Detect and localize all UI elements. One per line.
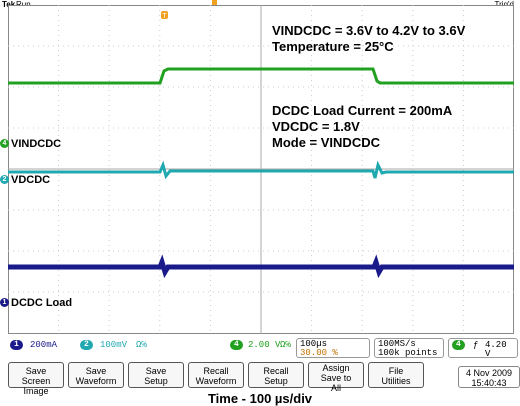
assign-save-button[interactable]: Assign Save to All [308, 362, 364, 393]
ch4-trace [8, 67, 514, 85]
ch4-coupling: Ω℅ [280, 340, 291, 350]
ch2-coupling: Ω℅ [136, 340, 147, 350]
datetime-display: 4 Nov 2009 15:40:43 [458, 366, 520, 388]
ch1-trace [8, 254, 514, 279]
ch2-scale: 100mV [100, 340, 128, 350]
button-line: Setup [264, 376, 288, 386]
time: 15:40:43 [471, 378, 507, 388]
timebase-box[interactable]: 100µs 30.00 % [296, 338, 370, 358]
save-setup-button[interactable]: Save Setup [128, 362, 184, 388]
ch1-scale: 200mA [30, 340, 58, 350]
ch1-badge[interactable]: 1 [10, 340, 23, 350]
file-utilities-button[interactable]: File Utilities [368, 362, 424, 388]
ch4-scale: 2.00 V [248, 340, 281, 350]
svg-text:T: T [162, 13, 167, 20]
trigger-level: 4.20 V [485, 340, 507, 359]
sample-rate: 100MS/s [378, 339, 416, 349]
timebase: 100µs [300, 339, 328, 349]
waveform-display: T VINDCDC = 3.6V to 4.2V to 3.6V Tempera… [8, 5, 514, 334]
ch2-badge[interactable]: 2 [80, 340, 93, 350]
trigger-offset: 30.00 % [300, 348, 338, 358]
save-screen-image-button[interactable]: Save Screen Image [8, 362, 64, 396]
save-waveform-button[interactable]: Save Waveform [68, 362, 124, 388]
button-line: File [388, 366, 404, 376]
annotation-load-current: DCDC Load Current = 200mA [272, 103, 453, 118]
trigger-slope-icon: ƒ [473, 340, 479, 350]
button-line: Setup [144, 376, 168, 386]
ch4-badge[interactable]: 4 [230, 340, 243, 350]
run-state: Run [16, 0, 31, 9]
ch2-ground-marker[interactable]: 2 [0, 175, 9, 184]
button-line: Save [25, 366, 47, 376]
ch2-trace [8, 160, 514, 180]
brand-logo: Tek [2, 0, 16, 9]
status-bar: 1 200mA 2 100mV Ω℅ 4 2.00 V Ω℅ 100µs 30.… [8, 338, 520, 360]
button-line: Assign [322, 363, 350, 373]
ch4-label: VINDCDC [11, 138, 62, 150]
record-length: 100k points [378, 348, 438, 358]
acquisition-box[interactable]: 100MS/s 100k points [374, 338, 444, 358]
ch2-label: VDCDC [11, 174, 51, 186]
button-line: Save to [320, 373, 352, 383]
button-line: All [330, 383, 341, 393]
ch1-ground-marker[interactable]: 1 [0, 298, 9, 307]
button-line: Recall [263, 366, 289, 376]
button-line: Save [145, 366, 167, 376]
button-line: Waveform [75, 376, 117, 386]
annotation-mode: Mode = VINDCDC [272, 135, 380, 150]
scope-header: Tek Run Trig'd [0, 0, 520, 9]
graticule: T [8, 5, 514, 334]
trigger-status: Trig'd [494, 0, 514, 9]
button-line: Save [85, 366, 107, 376]
trigger-source: 4 [452, 340, 465, 350]
annotation-vdcdc: VDCDC = 1.8V [272, 119, 360, 134]
figure-caption: Time - 100 µs/div [207, 391, 313, 406]
trigger-marker: T [161, 11, 168, 20]
ch4-ground-marker[interactable]: 4 [0, 139, 9, 148]
annotation-temperature: Temperature = 25°C [272, 39, 394, 54]
ch1-label: DCDC Load [11, 297, 73, 309]
button-line: Screen Image [21, 376, 51, 396]
recall-setup-button[interactable]: Recall Setup [248, 362, 304, 388]
button-line: Utilities [381, 376, 411, 386]
recall-waveform-button[interactable]: Recall Waveform [188, 362, 244, 388]
trigger-box[interactable]: 4 ƒ 4.20 V [448, 338, 518, 359]
date: 4 Nov 2009 [465, 368, 513, 378]
button-line: Recall [203, 366, 229, 376]
softkey-row: Save Screen Image Save Waveform Save Set… [8, 362, 520, 396]
trigger-position-marker [212, 0, 217, 6]
annotation-vin-range: VINDCDC = 3.6V to 4.2V to 3.6V [272, 23, 466, 38]
button-line: Waveform [195, 376, 237, 386]
